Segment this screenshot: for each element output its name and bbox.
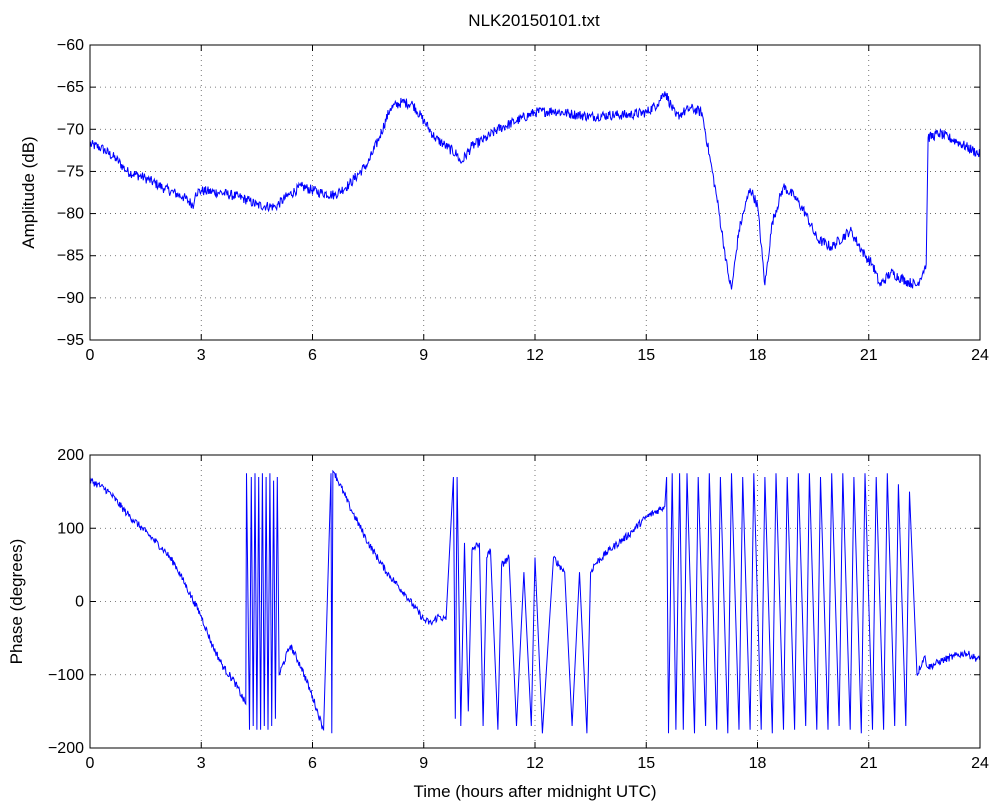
amplitude-ylabel: Amplitude (dB) (19, 136, 38, 248)
y-tick-label: 100 (57, 520, 84, 537)
y-tick-label: −80 (57, 206, 84, 223)
x-tick-label: 15 (637, 347, 655, 364)
amplitude-series-line (89, 91, 981, 290)
y-tick-label: −75 (57, 163, 84, 180)
y-tick-label: −60 (57, 37, 84, 54)
amplitude-axes: 0 3 6 9 12 15 18 21 24 −60 −65 −70 −75 −80 −85 −90 −95 A… (19, 37, 989, 364)
chart-title: NLK20150101.txt (468, 11, 600, 30)
y-tick-label: −90 (57, 290, 84, 307)
x-tick-label: 9 (419, 755, 428, 772)
phase-xlabel: Time (hours after midnight UTC) (413, 782, 656, 801)
y-tick-label: −200 (48, 740, 84, 757)
y-tick-label: 200 (57, 447, 84, 464)
y-tick-label: −65 (57, 79, 84, 96)
x-tick-label: 3 (197, 755, 206, 772)
phase-ylabel: Phase (degrees) (7, 539, 26, 665)
x-tick-label: 21 (860, 755, 878, 772)
x-tick-label: 24 (971, 755, 989, 772)
x-tick-label: 12 (526, 347, 544, 364)
x-tick-label: 0 (86, 347, 95, 364)
y-tick-label: 0 (75, 594, 84, 611)
phase-axes: 0 3 6 9 12 15 18 21 24 200 100 0 −100 −200 Phase (deg… (7, 447, 989, 801)
x-tick-label: 12 (526, 755, 544, 772)
x-tick-label: 18 (749, 755, 767, 772)
y-tick-label: −100 (48, 667, 84, 684)
x-tick-label: 9 (419, 347, 428, 364)
y-tick-label: −85 (57, 248, 84, 265)
x-tick-label: 15 (637, 755, 655, 772)
x-tick-label: 6 (308, 347, 317, 364)
x-tick-label: 3 (197, 347, 206, 364)
x-tick-label: 18 (749, 347, 767, 364)
x-tick-label: 0 (86, 755, 95, 772)
y-tick-label: −70 (57, 121, 84, 138)
x-tick-label: 24 (971, 347, 989, 364)
x-tick-label: 21 (860, 347, 878, 364)
phase-series-line (89, 469, 981, 734)
y-tick-label: −95 (57, 332, 84, 349)
x-tick-label: 6 (308, 755, 317, 772)
